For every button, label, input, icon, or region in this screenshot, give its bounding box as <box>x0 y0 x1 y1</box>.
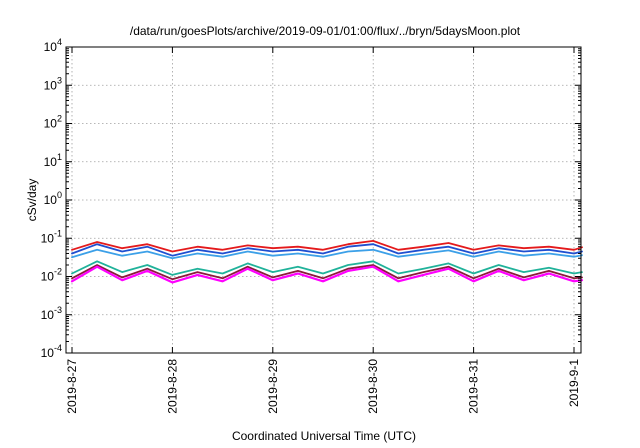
y-axis-label: cSv/day <box>25 179 39 222</box>
chart-title: /data/run/goesPlots/archive/2019-09-01/0… <box>130 24 521 38</box>
x-axis-label: Coordinated Universal Time (UTC) <box>232 429 416 443</box>
y-tick-label: 101 <box>44 152 62 169</box>
y-tick-label: 10-3 <box>41 305 62 322</box>
y-tick-label: 100 <box>44 190 62 207</box>
y-tick-label: 104 <box>44 37 62 54</box>
y-tick-label: 10-4 <box>41 343 62 360</box>
series-line <box>71 243 583 257</box>
series-layer <box>70 239 584 284</box>
series-line <box>71 264 583 281</box>
x-tick-label: 2019-8-28 <box>165 359 179 414</box>
y-tick-label: 10-2 <box>41 267 62 284</box>
grid-lines <box>66 47 581 353</box>
x-tick-label: 2019-9-1 <box>567 359 581 407</box>
x-tick-label: 2019-8-31 <box>467 359 481 414</box>
series-line <box>71 239 583 253</box>
x-tick-label: 2019-8-27 <box>65 359 79 414</box>
series-line <box>71 260 583 276</box>
axis-ticks <box>66 46 581 354</box>
x-tick-labels: 2019-8-27 2019-8-28 2019-8-29 2019-8-30 2019… <box>65 359 581 414</box>
series-line <box>70 265 584 284</box>
y-tick-label: 103 <box>44 75 62 92</box>
x-tick-label: 2019-8-29 <box>266 359 280 414</box>
series-line <box>71 248 583 260</box>
x-tick-label: 2019-8-30 <box>366 359 380 414</box>
y-tick-label: 102 <box>44 114 62 131</box>
y-tick-label: 10-1 <box>41 228 62 245</box>
y-tick-labels: 10-4 10-3 10-2 10-1 100 101 102 103 104 <box>41 37 62 360</box>
